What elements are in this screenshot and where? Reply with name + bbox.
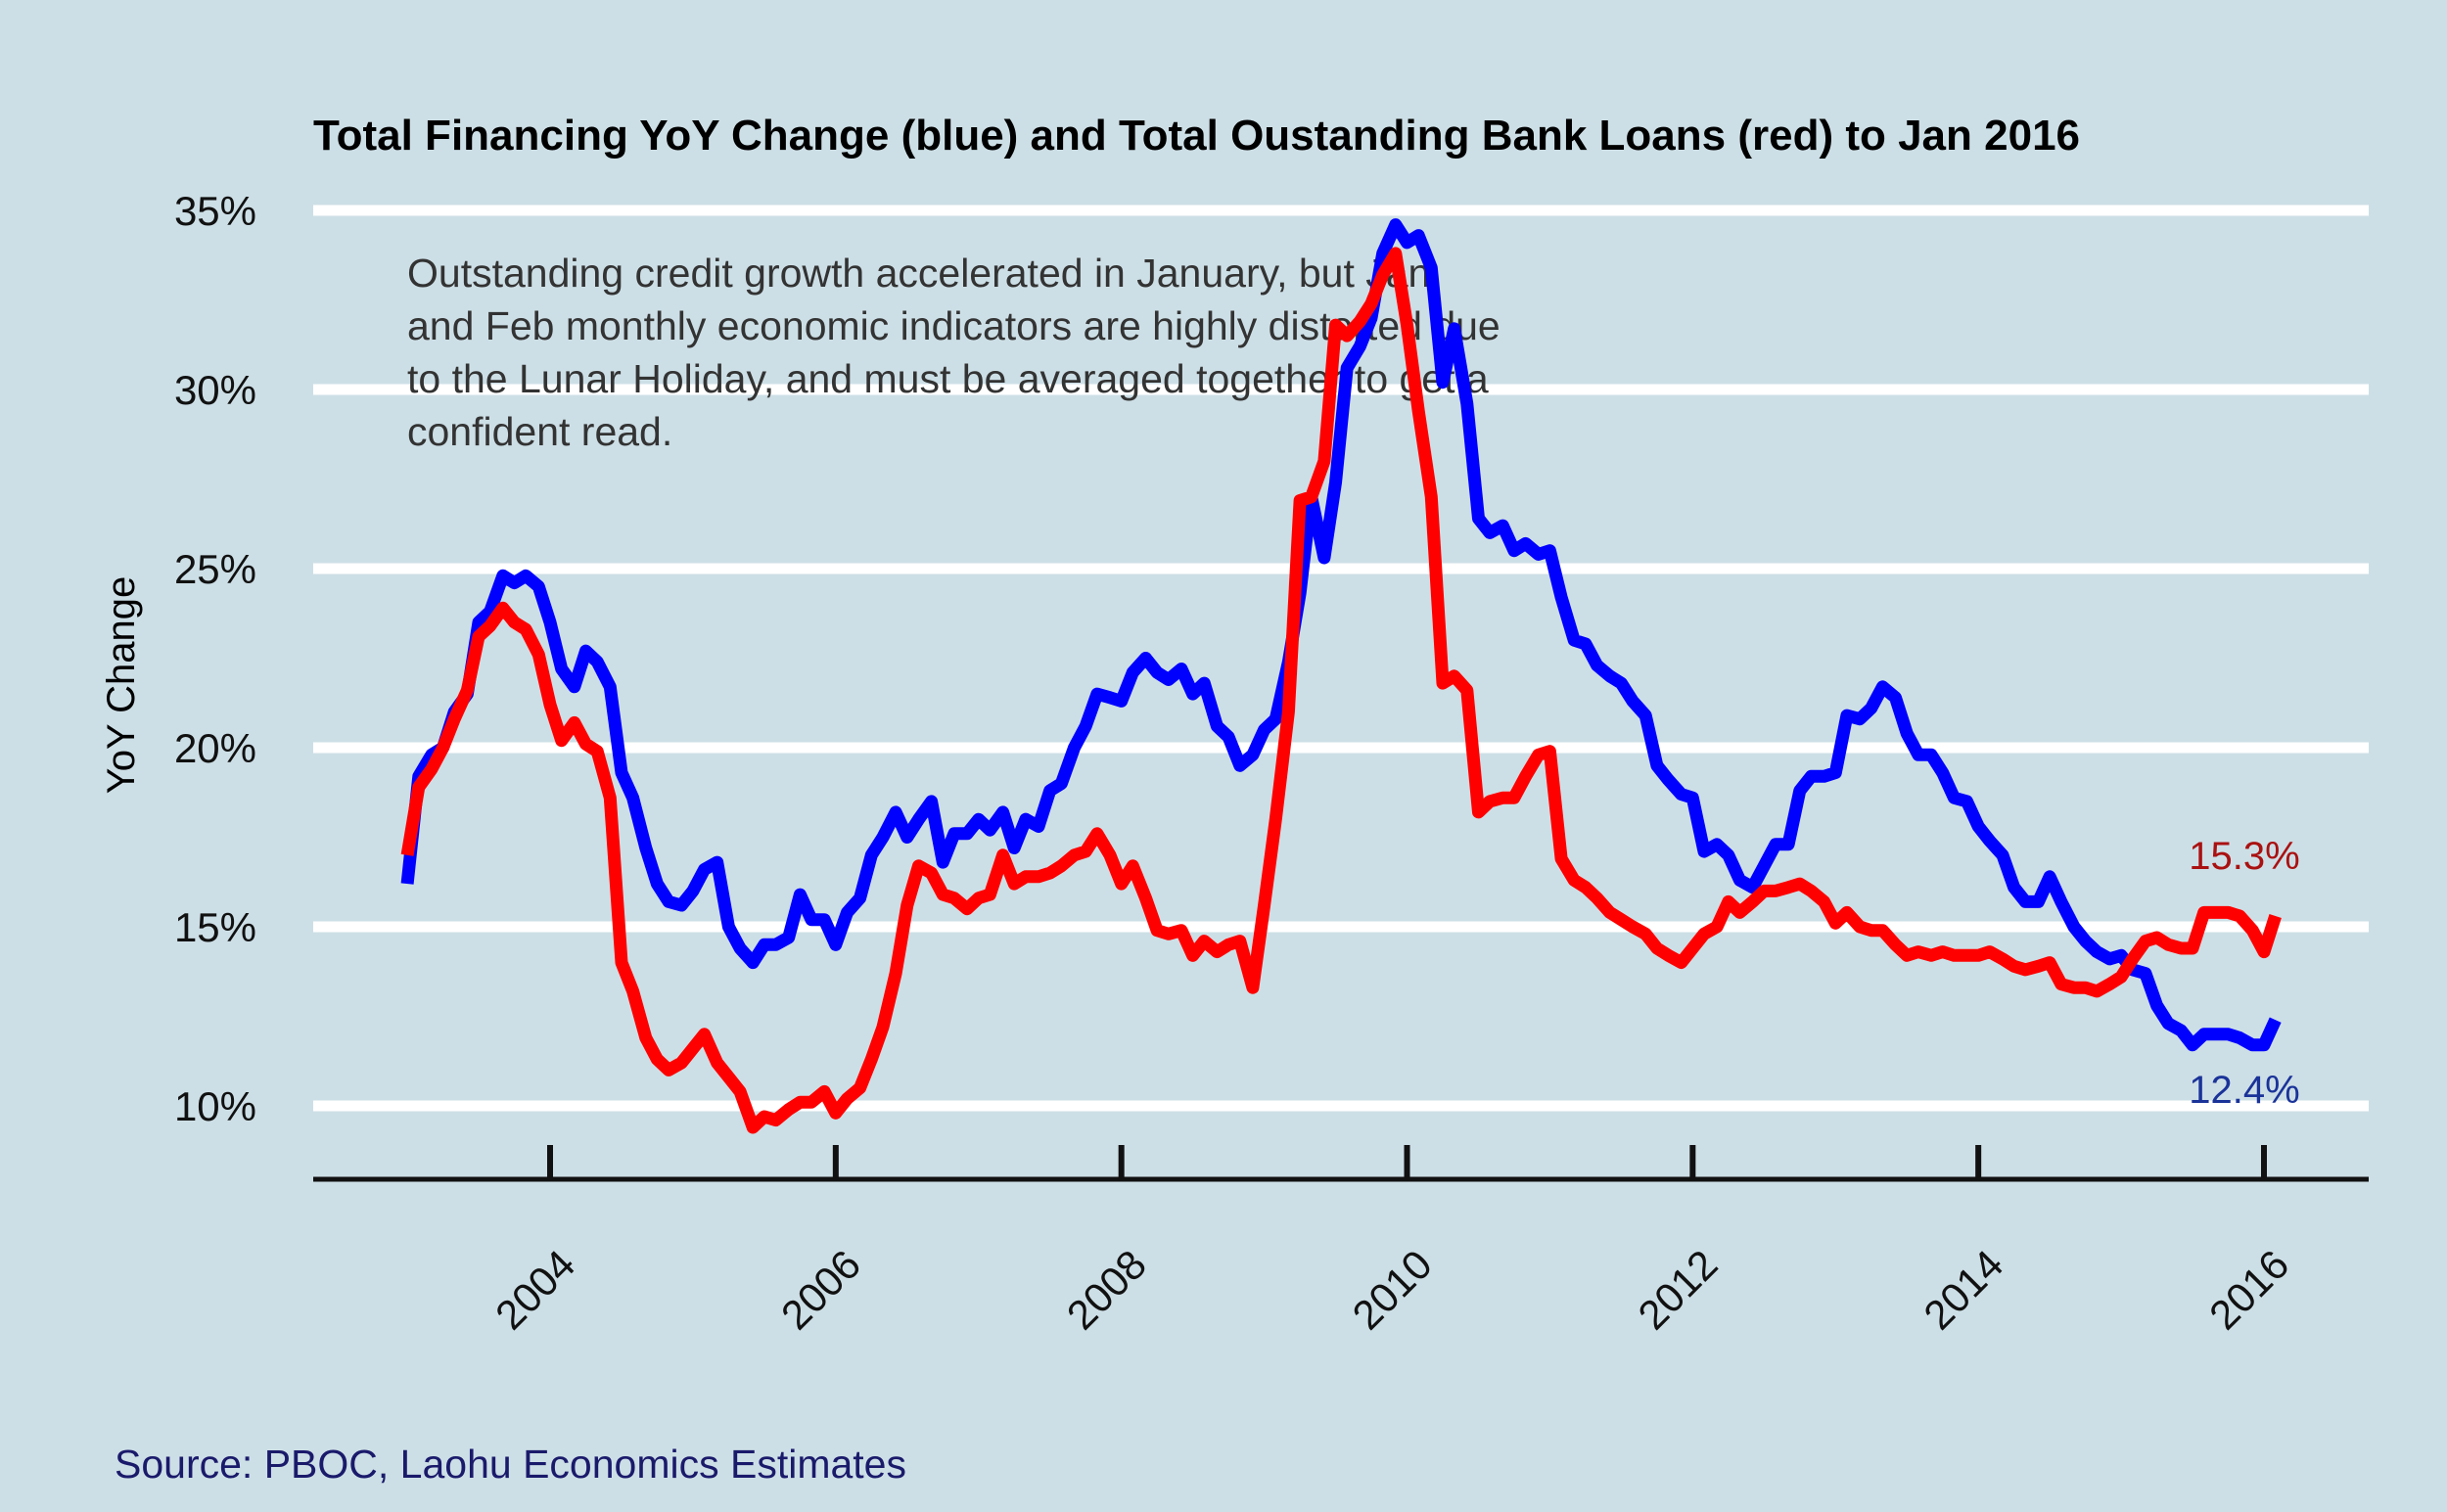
- y-tick-label: 10%: [174, 1083, 256, 1129]
- x-tick-label: 2004: [486, 1241, 583, 1338]
- x-axis: 2004 2006 2008 2010 2012 2014 2016: [313, 1145, 2369, 1338]
- series-line-1: [400, 247, 2282, 1134]
- annotation-text: Outstanding credit growth accelerated in…: [407, 251, 1501, 454]
- annotation-line: confident read.: [407, 409, 672, 454]
- x-tick-label: 2014: [1915, 1241, 2011, 1338]
- source-note: Source: PBOC, Laohu Economics Estimates: [115, 1442, 906, 1487]
- x-tick-label: 2012: [1629, 1241, 1726, 1338]
- y-tick-label: 20%: [174, 725, 256, 771]
- end-label-1: 15.3%: [2189, 835, 2299, 878]
- annotation-line: and Feb monthly economic indicators are …: [407, 303, 1501, 348]
- x-tick-label: 2008: [1058, 1241, 1155, 1338]
- x-tick-label: 2006: [772, 1241, 869, 1338]
- y-tick-label: 15%: [174, 904, 256, 950]
- x-tick-label: 2016: [2200, 1241, 2297, 1338]
- chart-title: Total Financing YoY Change (blue) and To…: [313, 112, 2080, 160]
- series-line-0: [400, 218, 2282, 1052]
- y-tick-label: 30%: [174, 367, 256, 413]
- y-tick-label: 25%: [174, 546, 256, 592]
- y-tick-label: 35%: [174, 188, 256, 234]
- x-tick-label: 2010: [1344, 1241, 1441, 1338]
- y-tick-labels: 10% 15% 20% 25% 30% 35%: [174, 188, 256, 1129]
- end-label-0: 12.4%: [2189, 1069, 2299, 1112]
- y-axis-label: YoY Change: [100, 576, 143, 794]
- series-lines: [400, 218, 2282, 1134]
- annotation-line: to the Lunar Holiday, and must be averag…: [407, 356, 1489, 401]
- end-labels: 12.4% 15.3%: [2189, 835, 2299, 1112]
- annotation-line: Outstanding credit growth accelerated in…: [407, 251, 1430, 296]
